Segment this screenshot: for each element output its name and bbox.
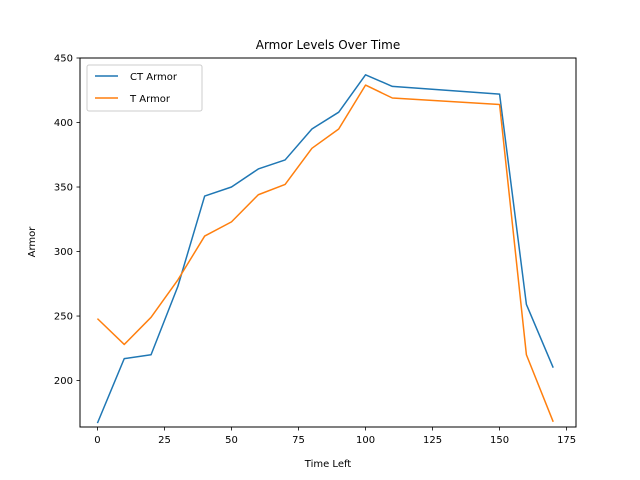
x-tick-label: 175 — [557, 435, 576, 446]
legend: CT Armor T Armor — [86, 64, 203, 112]
y-tick-label: 300 — [54, 247, 73, 258]
x-axis-label: Time Left — [304, 459, 352, 470]
x-tick-label: 0 — [94, 435, 100, 446]
x-tick-label: 50 — [225, 435, 238, 446]
x-tick-label: 150 — [490, 435, 509, 446]
x-tick-label: 125 — [423, 435, 442, 446]
legend-label-ct-armor: CT Armor — [130, 72, 178, 83]
y-tick-label: 400 — [54, 118, 73, 129]
axes-frame — [79, 57, 577, 428]
x-tick-label: 75 — [292, 435, 305, 446]
y-tick-label: 200 — [54, 376, 73, 387]
legend-label-t-armor: T Armor — [129, 94, 171, 105]
x-tick-label: 100 — [356, 435, 375, 446]
series-layer — [96, 74, 554, 424]
y-axis-label: Armor — [27, 226, 38, 258]
y-axis: 200 250 300 350 400 450 — [54, 54, 80, 387]
y-tick-label: 250 — [54, 312, 73, 323]
x-axis: 0 25 50 75 100 125 150 175 — [94, 427, 576, 446]
y-tick-label: 350 — [54, 183, 73, 194]
plot-area: 0 25 50 75 100 125 150 175 200 250 300 350 400 450 — [54, 54, 577, 446]
chart-title: Armor Levels Over Time — [256, 38, 401, 52]
x-tick-label: 25 — [158, 435, 171, 446]
y-tick-label: 450 — [54, 54, 73, 65]
